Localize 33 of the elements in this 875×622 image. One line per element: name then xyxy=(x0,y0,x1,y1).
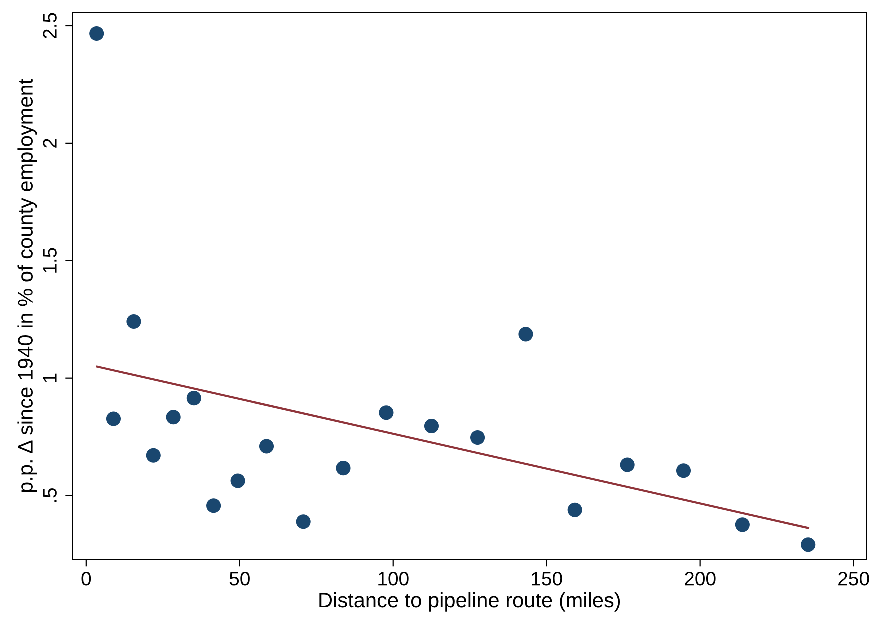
y-tick-label: 1 xyxy=(43,374,57,382)
y-tick-label: 2.5 xyxy=(43,13,57,39)
point xyxy=(206,498,222,514)
point xyxy=(90,26,104,42)
x-tick-label: 250 xyxy=(838,572,870,586)
x-tick-label: 150 xyxy=(532,572,562,586)
point xyxy=(470,430,486,446)
point xyxy=(801,538,816,552)
x-tick-label: 200 xyxy=(685,572,716,586)
y-tick-label: .5 xyxy=(43,488,57,502)
y-tick-label: 2 xyxy=(43,139,57,148)
point xyxy=(230,474,246,488)
point xyxy=(106,412,122,426)
point xyxy=(166,410,181,425)
x-tick-label: 50 xyxy=(230,572,250,586)
point xyxy=(620,458,635,472)
point xyxy=(126,314,142,330)
point xyxy=(735,518,750,532)
point xyxy=(676,464,692,478)
x-tick-label: 100 xyxy=(378,572,409,586)
y-tick-label: 1.5 xyxy=(43,248,57,273)
point xyxy=(186,391,202,406)
point xyxy=(146,448,161,463)
point xyxy=(336,461,351,476)
x-tick-label: 0 xyxy=(82,572,92,586)
x-axis-title: Distance to pipeline route (miles) xyxy=(320,592,620,612)
point xyxy=(424,418,440,434)
point xyxy=(518,327,534,342)
y-axis-title: p.p. Δ since 1940 in % of county employment xyxy=(18,78,38,492)
point xyxy=(296,514,311,530)
point xyxy=(568,502,582,518)
point xyxy=(379,406,394,420)
point xyxy=(259,439,274,454)
